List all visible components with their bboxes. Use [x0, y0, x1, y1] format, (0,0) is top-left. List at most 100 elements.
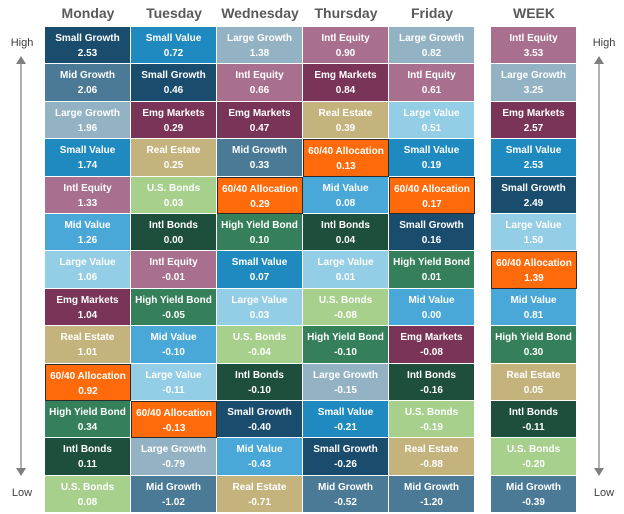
cell-thursday-mid-growth: Mid Growth -0.52 — [303, 475, 389, 514]
cell-thursday-intl-bonds: Intl Bonds 0.04 — [303, 214, 389, 252]
return-value: 2.53 — [77, 48, 98, 59]
asset-class-name: Mid Value — [64, 220, 111, 231]
return-value: -0.43 — [248, 459, 271, 471]
column-header-tuesday: Tuesday — [146, 5, 202, 21]
asset-class-name: 60/40 Allocation — [496, 258, 572, 270]
cell-week-real-estate: Real Estate 0.05 — [491, 363, 577, 401]
rank-arrow-right — [594, 56, 604, 476]
cell-tuesday-small-value: Small Value 0.72 — [131, 27, 217, 65]
return-value: 0.39 — [335, 122, 356, 134]
column-header-monday: Monday — [61, 5, 115, 21]
cell-wednesday-intl-bonds: Intl Bonds -0.10 — [217, 363, 303, 401]
cell-friday-intl-bonds: Intl Bonds -0.16 — [389, 363, 475, 401]
column-header-week: WEEK — [513, 5, 555, 21]
asset-class-name: Small Growth — [399, 220, 464, 231]
cell-friday-real-estate: Real Estate -0.88 — [389, 438, 475, 476]
asset-class-name: Intl Bonds — [63, 444, 112, 456]
return-value: 0.34 — [77, 422, 98, 433]
column-header-wednesday: Wednesday — [221, 5, 299, 21]
return-value: 0.82 — [421, 48, 442, 59]
return-value: 0.47 — [249, 122, 270, 134]
return-value: 0.17 — [422, 198, 442, 210]
return-value: 0.11 — [78, 459, 97, 471]
cell-thursday-real-estate: Real Estate 0.39 — [303, 101, 389, 140]
asset-class-name: Emg Markets — [228, 107, 291, 119]
return-value: 2.49 — [523, 197, 544, 209]
column-header-thursday: Thursday — [314, 5, 378, 21]
asset-class-name: Intl Bonds — [407, 369, 456, 381]
return-value: -0.52 — [334, 496, 357, 508]
asset-class-name: Emg Markets — [400, 332, 463, 344]
asset-class-name: Intl Bonds — [321, 220, 370, 231]
cell-week-mid-value: Mid Value 0.81 — [491, 288, 577, 327]
asset-class-name: Large Growth — [312, 369, 378, 381]
cell-wednesday-60-40-allocation: 60/40 Allocation 0.29 — [217, 176, 303, 214]
return-value: 1.74 — [77, 160, 98, 172]
asset-class-name: Small Value — [145, 33, 202, 44]
return-value: 0.81 — [523, 309, 544, 321]
return-value: 0.04 — [335, 235, 356, 246]
return-value: 0.29 — [163, 122, 184, 134]
cell-friday-60-40-allocation: 60/40 Allocation 0.17 — [389, 176, 475, 214]
asset-class-name: Mid Growth — [146, 481, 201, 493]
asset-class-name: 60/40 Allocation — [222, 183, 298, 195]
return-value: -1.02 — [162, 496, 185, 508]
low-label-left: Low — [11, 487, 33, 499]
asset-class-name: Mid Value — [150, 332, 197, 344]
asset-class-name: High Yield Bond — [495, 332, 572, 344]
asset-class-name: Large Growth — [54, 107, 120, 119]
asset-class-name: Large Value — [59, 257, 116, 269]
asset-class-name: High Yield Bond — [221, 220, 298, 231]
return-value: 0.25 — [163, 160, 184, 172]
cell-tuesday-emg-markets: Emg Markets 0.29 — [131, 101, 217, 140]
asset-class-name: High Yield Bond — [49, 407, 126, 418]
asset-class-name: Intl Bonds — [149, 220, 198, 231]
return-value: 0.66 — [249, 85, 270, 97]
cell-tuesday-60-40-allocation: 60/40 Allocation -0.13 — [131, 401, 217, 439]
return-value: 2.57 — [523, 122, 544, 134]
asset-class-name: Intl Equity — [149, 257, 198, 269]
asset-class-name: High Yield Bond — [135, 294, 212, 306]
return-value: 0.03 — [163, 197, 184, 209]
return-value: 0.13 — [336, 161, 356, 173]
asset-class-name: Large Growth — [226, 33, 292, 44]
return-value: -0.01 — [162, 272, 185, 284]
high-label-right: High — [592, 37, 616, 49]
cell-wednesday-large-growth: Large Growth 1.38 — [217, 27, 303, 65]
return-value: 0.01 — [421, 272, 442, 284]
asset-class-name: U.S. Bonds — [506, 444, 561, 456]
asset-class-name: Emg Markets — [502, 107, 565, 119]
asset-class-name: Large Value — [317, 257, 374, 269]
return-value: -0.88 — [420, 459, 443, 471]
return-value: 0.10 — [249, 235, 270, 246]
return-value: -0.08 — [420, 347, 443, 359]
cell-tuesday-intl-bonds: Intl Bonds 0.00 — [131, 214, 217, 252]
return-value: -0.40 — [248, 422, 271, 433]
return-value: 0.90 — [335, 48, 356, 59]
asset-class-name: Small Growth — [141, 70, 206, 82]
asset-class-name: U.S. Bonds — [146, 182, 201, 194]
asset-class-name: Intl Equity — [235, 70, 284, 82]
asset-class-name: Emg Markets — [142, 107, 205, 119]
asset-class-name: Intl Equity — [509, 33, 558, 44]
cell-wednesday-small-value: Small Value 0.07 — [217, 251, 303, 289]
asset-class-name: Intl Equity — [407, 70, 456, 82]
asset-class-name: 60/40 Allocation — [136, 408, 212, 419]
cell-tuesday-large-growth: Large Growth -0.79 — [131, 438, 217, 476]
asset-class-name: Large Value — [231, 294, 288, 306]
cell-friday-small-growth: Small Growth 0.16 — [389, 214, 475, 252]
column-header-friday: Friday — [410, 5, 453, 21]
return-value: -0.26 — [334, 459, 357, 471]
cell-thursday-small-growth: Small Growth -0.26 — [303, 438, 389, 476]
return-value: 0.19 — [421, 160, 442, 172]
return-value: -0.13 — [162, 423, 186, 434]
asset-class-name: Small Value — [505, 145, 562, 157]
low-label-right: Low — [593, 487, 615, 499]
cell-tuesday-mid-value: Mid Value -0.10 — [131, 326, 217, 364]
return-value: 0.08 — [77, 496, 98, 508]
asset-class-name: Large Value — [145, 369, 202, 381]
cell-monday-intl-bonds: Intl Bonds 0.11 — [45, 438, 131, 476]
cell-wednesday-u-s-bonds: U.S. Bonds -0.04 — [217, 326, 303, 364]
asset-class-name: Intl Bonds — [235, 369, 284, 381]
return-value: 1.26 — [77, 235, 98, 246]
